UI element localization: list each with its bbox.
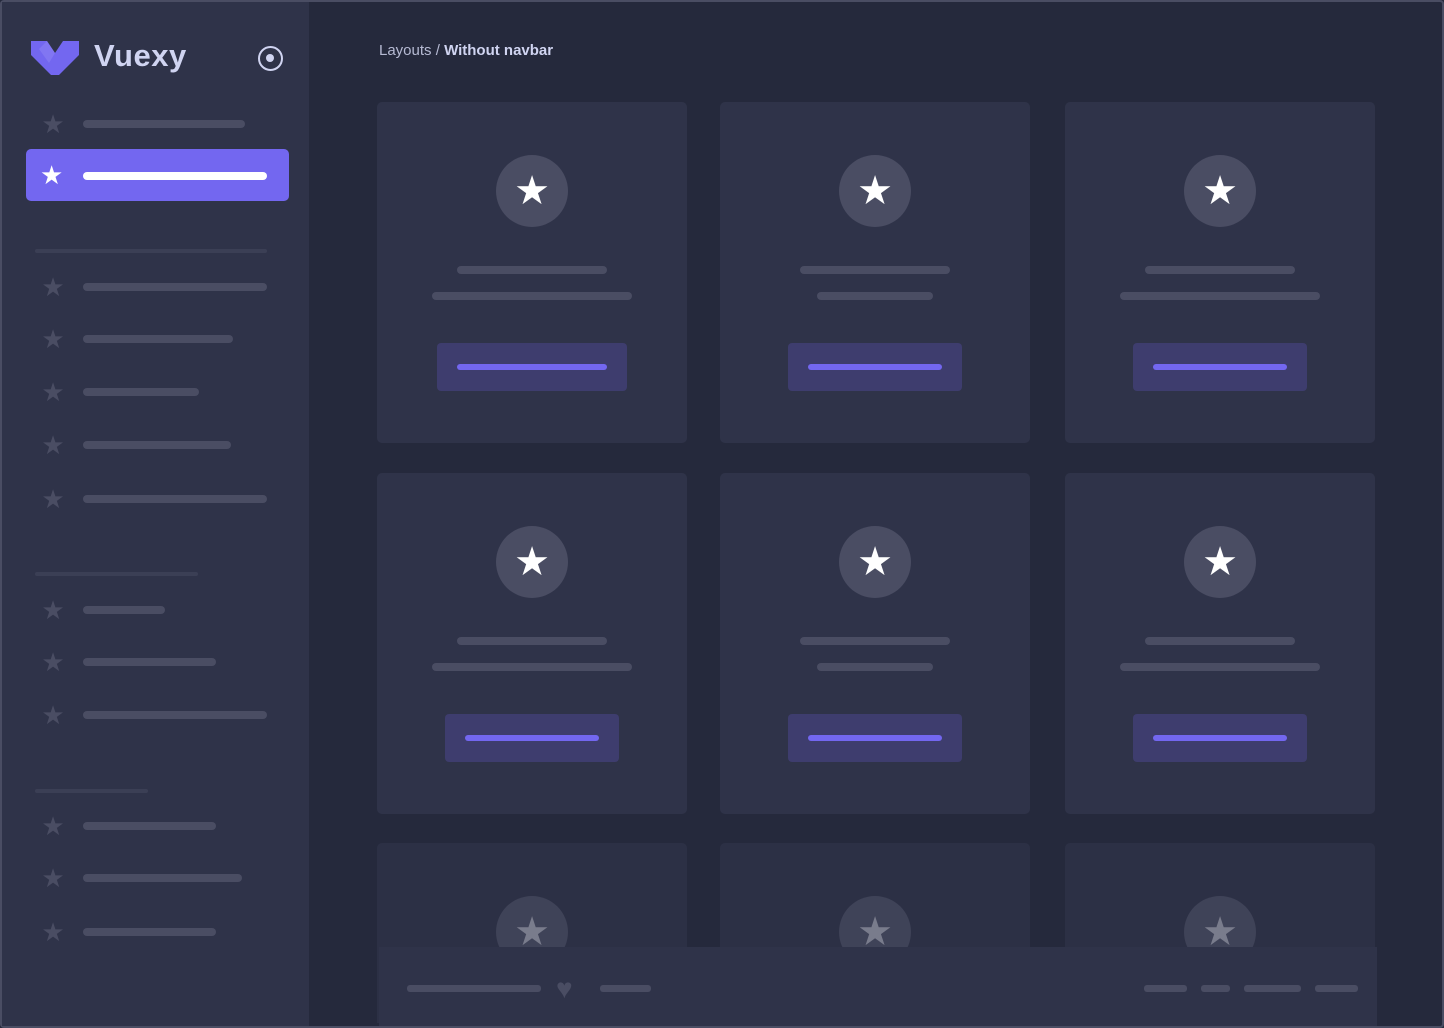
footer-link[interactable]	[1315, 985, 1358, 992]
skeleton-line	[817, 292, 933, 300]
sidebar-item[interactable]: ★	[40, 647, 216, 677]
star-icon: ★	[839, 155, 911, 227]
card: ★	[377, 102, 687, 443]
sidebar-item[interactable]: ★	[40, 595, 165, 625]
breadcrumb-parent[interactable]: Layouts	[379, 42, 432, 59]
card: ★	[720, 473, 1030, 814]
skeleton-label	[83, 120, 245, 128]
star-icon: ★	[40, 160, 64, 190]
footer-link[interactable]	[1201, 985, 1230, 992]
card: ★	[1065, 473, 1375, 814]
card-button[interactable]	[445, 714, 619, 762]
star-icon: ★	[839, 526, 911, 598]
sidebar-item[interactable]: ★	[40, 377, 199, 407]
heart-icon: ♥	[556, 973, 573, 1004]
sidebar-item[interactable]: ★	[40, 272, 267, 302]
skeleton-line	[1145, 637, 1295, 645]
skeleton-label	[83, 283, 267, 291]
skeleton-label	[83, 711, 267, 719]
sidebar-item[interactable]: ★	[40, 484, 267, 514]
breadcrumb: Layouts / Without navbar	[379, 42, 553, 59]
skeleton-line	[1120, 663, 1320, 671]
skeleton-label	[83, 822, 216, 830]
star-icon: ★	[41, 863, 65, 893]
brand-name: Vuexy	[94, 38, 187, 73]
star-icon: ★	[41, 272, 65, 302]
card-button[interactable]	[437, 343, 627, 391]
footer-link[interactable]	[1244, 985, 1301, 992]
skeleton-label	[83, 874, 242, 882]
sidebar-item[interactable]: ★	[40, 324, 233, 354]
skeleton-line	[800, 637, 950, 645]
skeleton-label	[83, 658, 216, 666]
star-icon: ★	[1184, 526, 1256, 598]
star-icon: ★	[496, 155, 568, 227]
skeleton-label	[83, 928, 216, 936]
card-button[interactable]	[1133, 714, 1307, 762]
section-divider	[35, 789, 148, 793]
star-icon: ★	[1184, 155, 1256, 227]
sidebar-item[interactable]: ★	[40, 811, 216, 841]
sidebar-item[interactable]: ★	[40, 917, 216, 947]
skeleton-label	[83, 606, 165, 614]
radio-circle-icon[interactable]	[258, 46, 283, 71]
footer-link[interactable]	[1144, 985, 1187, 992]
star-icon: ★	[41, 917, 65, 947]
section-divider	[35, 572, 198, 576]
skeleton-line	[600, 985, 651, 992]
star-icon: ★	[41, 324, 65, 354]
sidebar-item[interactable]: ★	[40, 430, 231, 460]
sidebar: Vuexy ★ ★ ★ ★ ★ ★ ★ ★ ★ ★ ★ ★ ★	[2, 2, 309, 1026]
star-icon: ★	[41, 811, 65, 841]
skeleton-line	[407, 985, 541, 992]
card-button[interactable]	[788, 343, 962, 391]
card: ★	[1065, 102, 1375, 443]
star-icon: ★	[41, 377, 65, 407]
skeleton-label	[83, 441, 231, 449]
skeleton-line	[457, 266, 607, 274]
star-icon: ★	[41, 484, 65, 514]
card: ★	[377, 473, 687, 814]
star-icon: ★	[41, 700, 65, 730]
footer	[379, 947, 1377, 1026]
card: ★	[720, 102, 1030, 443]
skeleton-line	[817, 663, 933, 671]
section-divider	[35, 249, 267, 253]
sidebar-item[interactable]: ★	[40, 109, 245, 139]
sidebar-item[interactable]: ★	[40, 863, 242, 893]
skeleton-label	[83, 388, 199, 396]
skeleton-line	[1145, 266, 1295, 274]
vuexy-logo	[31, 41, 79, 75]
breadcrumb-current: Without navbar	[444, 42, 554, 59]
skeleton-label	[83, 335, 233, 343]
card-button[interactable]	[788, 714, 962, 762]
skeleton-line	[1120, 292, 1320, 300]
skeleton-line	[800, 266, 950, 274]
star-icon: ★	[41, 647, 65, 677]
skeleton-line	[432, 663, 632, 671]
skeleton-line	[457, 637, 607, 645]
star-icon: ★	[496, 526, 568, 598]
star-icon: ★	[41, 109, 65, 139]
skeleton-line	[432, 292, 632, 300]
star-icon: ★	[41, 430, 65, 460]
breadcrumb-separator: /	[435, 42, 440, 59]
star-icon: ★	[41, 595, 65, 625]
card-button[interactable]	[1133, 343, 1307, 391]
sidebar-item[interactable]: ★	[40, 700, 267, 730]
sidebar-item-active[interactable]: ★	[26, 149, 289, 201]
skeleton-label	[83, 495, 267, 503]
skeleton-label	[83, 172, 267, 180]
